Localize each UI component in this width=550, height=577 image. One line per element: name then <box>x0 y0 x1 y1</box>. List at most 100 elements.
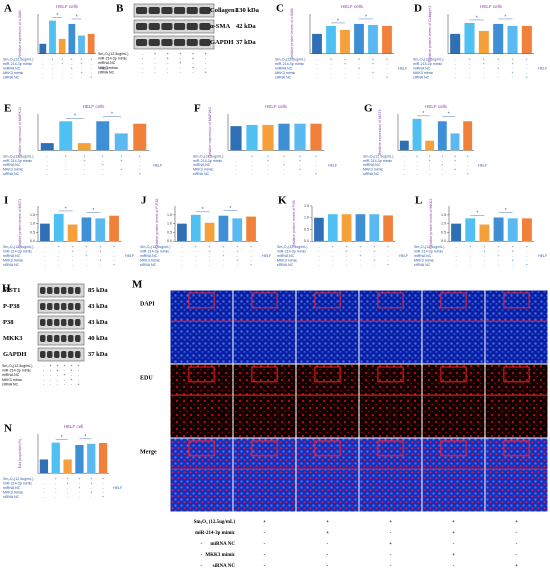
treatment-sign: - <box>416 159 418 163</box>
cell-line: HELF <box>328 163 338 167</box>
treatment-label: siRNA NC <box>413 75 430 79</box>
treatment-sign: - <box>91 62 93 66</box>
blot-band <box>136 23 148 30</box>
treatment-sign: - <box>470 258 472 262</box>
treatment-sign: - <box>455 67 457 71</box>
blot-band <box>61 287 67 294</box>
significance-mark: * <box>65 206 67 212</box>
treatment-sign: - <box>79 482 81 486</box>
treatment-label: miR-214-3p mimic <box>277 250 306 254</box>
treatment-sign: + <box>315 172 317 176</box>
significance-mark: * <box>476 15 478 21</box>
treatment-sign: - <box>57 378 59 382</box>
micrograph <box>422 364 485 438</box>
treatment-sign: + <box>267 154 269 158</box>
cell-line: HELF <box>125 254 135 258</box>
treatment-sign: - <box>453 564 455 569</box>
protein-name: MKK3 <box>3 335 23 342</box>
treatment-sign: - <box>167 70 169 74</box>
cell-line: HELF <box>538 67 548 71</box>
treatment-sign: - <box>195 250 197 254</box>
treatment-label: miRNA NC <box>98 61 116 65</box>
bar <box>40 143 54 151</box>
treatment-sign: - <box>142 61 144 65</box>
treatment-sign: - <box>344 67 346 71</box>
treatment-sign: - <box>43 364 45 368</box>
treatment-sign: - <box>390 564 392 569</box>
significance-mark: * <box>92 208 94 214</box>
blot-band <box>136 7 148 14</box>
treatment-sign: - <box>264 564 266 569</box>
treatment-sign: - <box>469 75 471 79</box>
y-tick-label: 1.0 <box>167 222 172 226</box>
bar <box>75 444 84 474</box>
treatment-sign: - <box>72 258 74 262</box>
treatment-sign: + <box>373 258 375 262</box>
bar <box>521 25 532 54</box>
y-tick-label: 0.0 <box>30 239 35 243</box>
zoom-box <box>503 366 530 383</box>
treatment-label: miRNA NC <box>277 254 295 258</box>
treatment-sign: + <box>102 495 104 499</box>
blot-band <box>161 7 173 14</box>
treatment-sign: - <box>267 163 269 167</box>
treatment-sign: - <box>467 168 469 172</box>
treatment-sign: - <box>235 159 237 163</box>
treatment-label: siRNA NC <box>3 75 20 79</box>
cell-line: HELF <box>478 163 488 167</box>
treatment-sign: - <box>113 254 115 258</box>
treatment-sign: - <box>201 553 203 558</box>
treatment-sign: + <box>386 75 388 79</box>
bar <box>39 459 49 474</box>
treatment-sign: - <box>142 70 144 74</box>
treatment-label: Sm₂O₃(12.5ug/mL) <box>3 154 33 158</box>
treatment-sign: + <box>326 531 329 536</box>
y-axis-label: Relative protein levels of P38 <box>292 200 296 247</box>
treatment-sign: - <box>65 163 67 167</box>
zoom-box <box>440 366 467 383</box>
cell-line: HELF <box>262 254 272 258</box>
treatment-sign: - <box>358 62 360 66</box>
bar <box>114 133 128 151</box>
treatment-sign: - <box>467 159 469 163</box>
treatment-label: siRNA NC <box>414 263 431 267</box>
treatment-sign: - <box>235 172 237 176</box>
treatment-sign: - <box>483 75 485 79</box>
bar <box>355 214 366 242</box>
treatment-sign: - <box>404 163 406 167</box>
treatment-sign: - <box>330 62 332 66</box>
treatment-sign: - <box>454 163 456 167</box>
treatment-label: siRNA NC <box>363 172 380 176</box>
treatment-label: miRNA NC <box>363 163 381 167</box>
treatment-sign: + <box>358 67 360 71</box>
treatment-sign: - <box>102 159 104 163</box>
bar <box>369 214 380 242</box>
chart-title: HELF cells <box>83 104 106 109</box>
treatment-sign: - <box>42 62 44 66</box>
treatment-sign: + <box>51 58 53 62</box>
treatment-sign: - <box>416 163 418 167</box>
treatment-sign: - <box>44 263 46 267</box>
treatment-sign: - <box>455 75 457 79</box>
treatment-sign: + <box>344 58 346 62</box>
treatment-sign: - <box>55 486 57 490</box>
significance-mark: * <box>505 208 507 214</box>
treatment-sign: - <box>283 172 285 176</box>
treatment-sign: - <box>62 67 64 71</box>
bar <box>493 217 504 242</box>
bar <box>77 143 91 151</box>
treatment-sign: - <box>50 382 52 386</box>
y-axis-label: Relative expression of MAP2K4 <box>208 107 212 158</box>
bar <box>63 459 72 474</box>
treatment-sign: + <box>102 477 104 481</box>
treatment-label: miR-214-3p mimic <box>3 482 32 486</box>
treatment-sign: + <box>78 486 80 490</box>
treatment-sign: - <box>498 250 500 254</box>
bar <box>87 33 95 54</box>
treatment-sign: - <box>65 168 67 172</box>
treatment-sign: - <box>512 67 514 71</box>
bar <box>341 214 352 242</box>
treatment-sign: - <box>327 542 329 547</box>
treatment-sign: + <box>454 154 456 158</box>
